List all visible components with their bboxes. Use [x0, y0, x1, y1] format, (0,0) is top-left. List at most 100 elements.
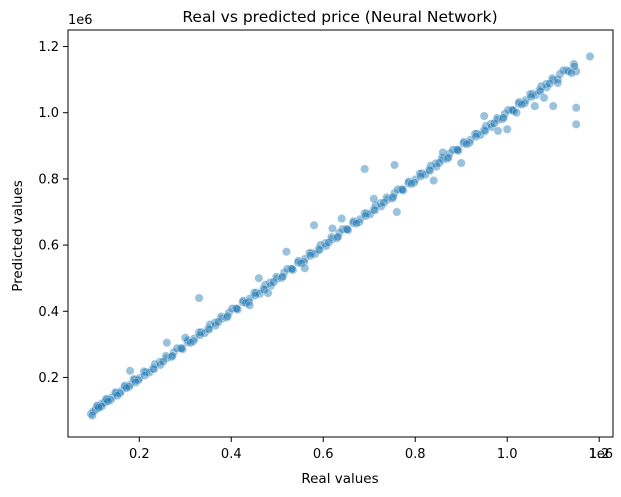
y-axis-offset-label: 1e6: [68, 13, 93, 28]
data-point: [489, 118, 499, 128]
data-point: [393, 185, 403, 194]
data-point: [545, 79, 554, 89]
data-point: [555, 69, 565, 79]
data-point: [511, 108, 521, 118]
data-point: [426, 161, 436, 171]
data-point: [125, 366, 135, 376]
data-point: [282, 247, 291, 257]
data-point: [571, 119, 581, 129]
data-point: [431, 162, 441, 172]
data-point: [354, 217, 364, 227]
data-point: [493, 126, 503, 136]
data-point: [133, 375, 143, 385]
y-tick-label: 1.2: [38, 40, 59, 55]
data-point: [106, 395, 116, 405]
data-point: [542, 82, 552, 92]
data-point: [571, 66, 581, 76]
x-tick-label: 1.0: [497, 447, 518, 462]
data-point: [379, 198, 389, 208]
data-point: [387, 193, 397, 203]
data-point: [232, 304, 242, 314]
data-point: [277, 273, 287, 283]
data-point: [498, 114, 508, 124]
data-point: [503, 105, 513, 115]
data-point: [388, 192, 398, 202]
data-point: [172, 343, 182, 353]
data-point: [429, 176, 439, 186]
y-tick-label: 0.2: [38, 371, 59, 386]
plot-frame: [67, 29, 614, 438]
data-point: [333, 232, 343, 242]
data-point: [112, 391, 122, 401]
data-point: [438, 147, 448, 157]
data-point: [567, 68, 577, 78]
x-tick-label: 0.8: [405, 447, 426, 462]
data-point: [205, 320, 215, 329]
data-point: [278, 272, 288, 281]
data-point: [103, 396, 113, 406]
x-axis-ticks: 0.2 0.4 0.6 0.8 1.0 1.2: [129, 437, 610, 462]
data-point: [392, 207, 402, 217]
data-point: [459, 137, 469, 147]
data-point: [376, 201, 386, 211]
data-point: [585, 52, 595, 61]
data-point: [324, 237, 334, 247]
x-axis-offset-label: 1e6: [588, 447, 613, 462]
data-point: [382, 192, 392, 202]
data-point: [487, 122, 497, 132]
data-point: [87, 411, 97, 420]
data-point: [227, 304, 237, 314]
data-point: [238, 296, 248, 306]
data-point: [195, 330, 205, 340]
data-point: [332, 233, 342, 243]
data-point: [479, 111, 489, 121]
data-point: [536, 81, 546, 91]
data-point: [263, 288, 273, 298]
x-axis-label: Real values: [301, 471, 378, 487]
data-point: [296, 258, 306, 268]
data-point: [397, 185, 407, 194]
data-point: [338, 224, 348, 234]
data-point: [376, 198, 386, 208]
data-point: [548, 101, 558, 111]
data-point: [210, 318, 220, 327]
data-point: [431, 158, 441, 168]
data-point: [508, 105, 518, 115]
data-point: [360, 164, 370, 174]
data-point: [200, 328, 210, 338]
data-point: [115, 388, 125, 398]
data-point: [97, 402, 107, 412]
data-point: [434, 158, 444, 168]
data-point: [517, 100, 527, 109]
data-point: [252, 288, 262, 298]
data-point: [161, 351, 171, 361]
data-point: [541, 79, 551, 89]
data-point: [321, 238, 330, 248]
data-point: [502, 124, 512, 134]
data-point: [448, 145, 458, 155]
data-point: [443, 152, 453, 162]
data-point: [342, 224, 352, 234]
data-point: [293, 256, 303, 266]
x-tick-label: 0.6: [313, 447, 334, 462]
data-point: [194, 293, 204, 303]
data-point: [305, 251, 315, 261]
data-point: [140, 371, 150, 380]
data-point: [558, 65, 568, 75]
data-point: [144, 368, 154, 377]
data-point: [569, 61, 579, 71]
data-point: [158, 357, 168, 367]
data-point: [300, 263, 310, 273]
data-point: [362, 208, 372, 218]
x-tick-label: 1.2: [589, 447, 610, 462]
data-point: [245, 300, 255, 310]
data-point: [124, 382, 134, 392]
data-point: [211, 321, 221, 330]
data-point: [259, 285, 269, 295]
data-point: [271, 272, 281, 282]
data-point: [409, 178, 419, 187]
data-point: [564, 66, 574, 76]
data-point: [499, 113, 508, 123]
data-point: [480, 126, 490, 136]
